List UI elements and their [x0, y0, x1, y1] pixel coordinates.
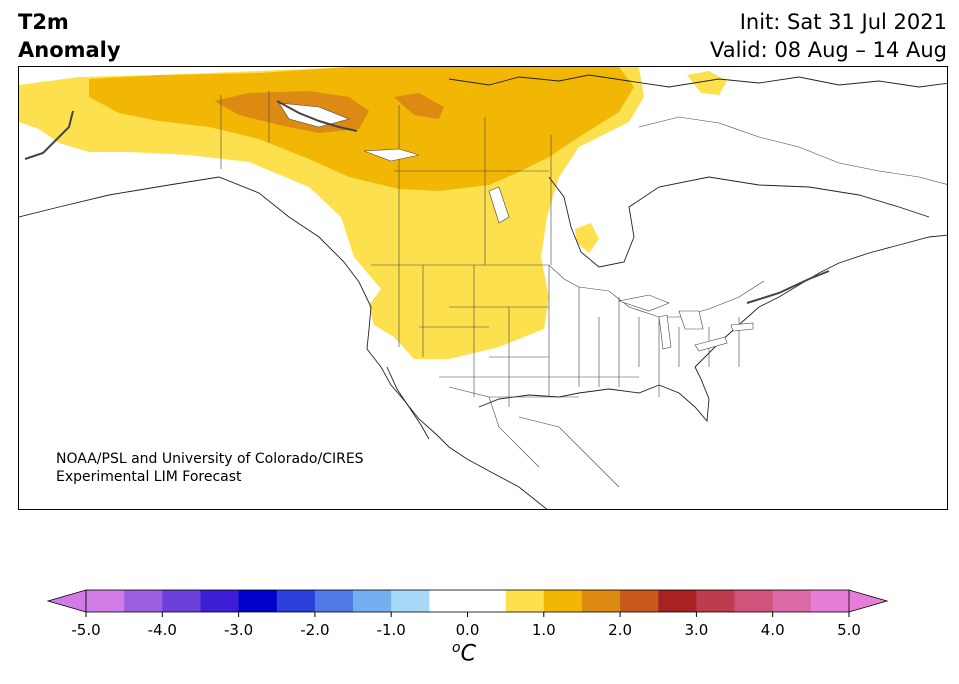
colorbar-segment [276, 590, 316, 612]
colorbar-segment [314, 590, 354, 612]
great-bear-lake [278, 102, 350, 128]
map-panel: NOAA/PSL and University of Colorado/CIRE… [18, 66, 948, 510]
st-lawrence-river [746, 270, 830, 304]
colorbar-tick-label: 0.0 [456, 621, 480, 639]
map-title: T2m Anomaly [18, 8, 121, 64]
colorbar-tick-label: 4.0 [761, 621, 785, 639]
colorbar-tick-label: -4.0 [148, 621, 177, 639]
credit-text: NOAA/PSL and University of Colorado/CIRE… [56, 450, 364, 486]
mackenzie-river [276, 100, 358, 132]
colorbar-segment [86, 590, 125, 612]
anomaly-patch-hudson [575, 223, 599, 253]
colorbar-tick-label: 1.0 [532, 621, 556, 639]
province-lines [220, 91, 552, 265]
mexico-lines [448, 386, 620, 488]
colorbar-extend-high [848, 589, 889, 613]
baja-coastline [386, 366, 430, 440]
anomaly-region-mid [89, 67, 634, 191]
colorbar-segment [505, 590, 545, 612]
colorbar: -5.0 -4.0 -3.0 -2.0 -1.0 0.0 1.0 2.0 3.0 4.0 5.0 [0, 585, 959, 680]
forecast-dates: Init: Sat 31 Jul 2021 Valid: 08 Aug – 14… [710, 8, 947, 64]
colorbar-segment [543, 590, 583, 612]
credit-line-2: Experimental LIM Forecast [56, 469, 242, 485]
greenland-labrador [638, 116, 947, 185]
colorbar-segment [734, 590, 774, 612]
anomaly-patch-north [687, 71, 727, 95]
hudson-bay-coastline [548, 176, 930, 268]
colorbar-tick-label: 5.0 [837, 621, 861, 639]
colorbar-tick-label: -1.0 [377, 621, 406, 639]
colorbar-segment [124, 590, 163, 612]
colorbar-unit-degree: o [452, 640, 461, 656]
colorbar-extend-low [46, 589, 87, 613]
colorbar-segment [238, 590, 278, 612]
florida-coastline [658, 366, 710, 423]
lake-erie [694, 336, 728, 352]
colorbar-segment [658, 590, 697, 612]
colorbar-segment [581, 590, 621, 612]
colorbar-tick-label: -2.0 [300, 621, 329, 639]
colorbar-segment [353, 590, 392, 612]
lake-winnipeg [488, 186, 510, 224]
valid-date: Valid: 08 Aug – 14 Aug [709, 38, 947, 62]
title-line-2: Anomaly [18, 38, 121, 62]
colorbar-segment [200, 590, 240, 612]
credit-line-1: NOAA/PSL and University of Colorado/CIRE… [56, 451, 364, 467]
colorbar-segment [772, 590, 812, 612]
yukon-river [24, 110, 74, 160]
lake-superior [617, 294, 670, 312]
pacific-coastline [19, 176, 548, 509]
lake-ontario [730, 322, 754, 332]
lake-michigan [658, 314, 672, 350]
lake-huron [678, 310, 704, 330]
title-line-1: T2m [18, 10, 69, 34]
anomaly-region-deep-east [394, 93, 444, 119]
colorbar-svg: -5.0 -4.0 -3.0 -2.0 -1.0 0.0 1.0 2.0 3.0 4.0 5.0 [46, 589, 889, 639]
arctic-islands [448, 74, 947, 88]
colorbar-tick-label: 3.0 [684, 621, 708, 639]
colorbar-tick-label: -5.0 [71, 621, 100, 639]
gulf-coastline [478, 384, 660, 408]
colorbar-segment [810, 590, 850, 612]
colorbar-tick-label: -3.0 [224, 621, 253, 639]
atlantic-coastline [694, 234, 947, 368]
great-slave-lake [363, 148, 420, 162]
canada-us-border [371, 264, 765, 318]
colorbar-segment [696, 590, 736, 612]
colorbar-segment [467, 590, 507, 612]
init-date: Init: Sat 31 Jul 2021 [739, 10, 947, 34]
colorbar-unit-letter: C [460, 641, 476, 667]
colorbar-segment [429, 590, 468, 612]
colorbar-unit: oC [452, 640, 476, 666]
colorbar-tick-label: 2.0 [608, 621, 632, 639]
colorbar-segment [162, 590, 201, 612]
colorbar-segment [391, 590, 430, 612]
north-america-map [19, 67, 947, 509]
colorbar-segment [620, 590, 659, 612]
